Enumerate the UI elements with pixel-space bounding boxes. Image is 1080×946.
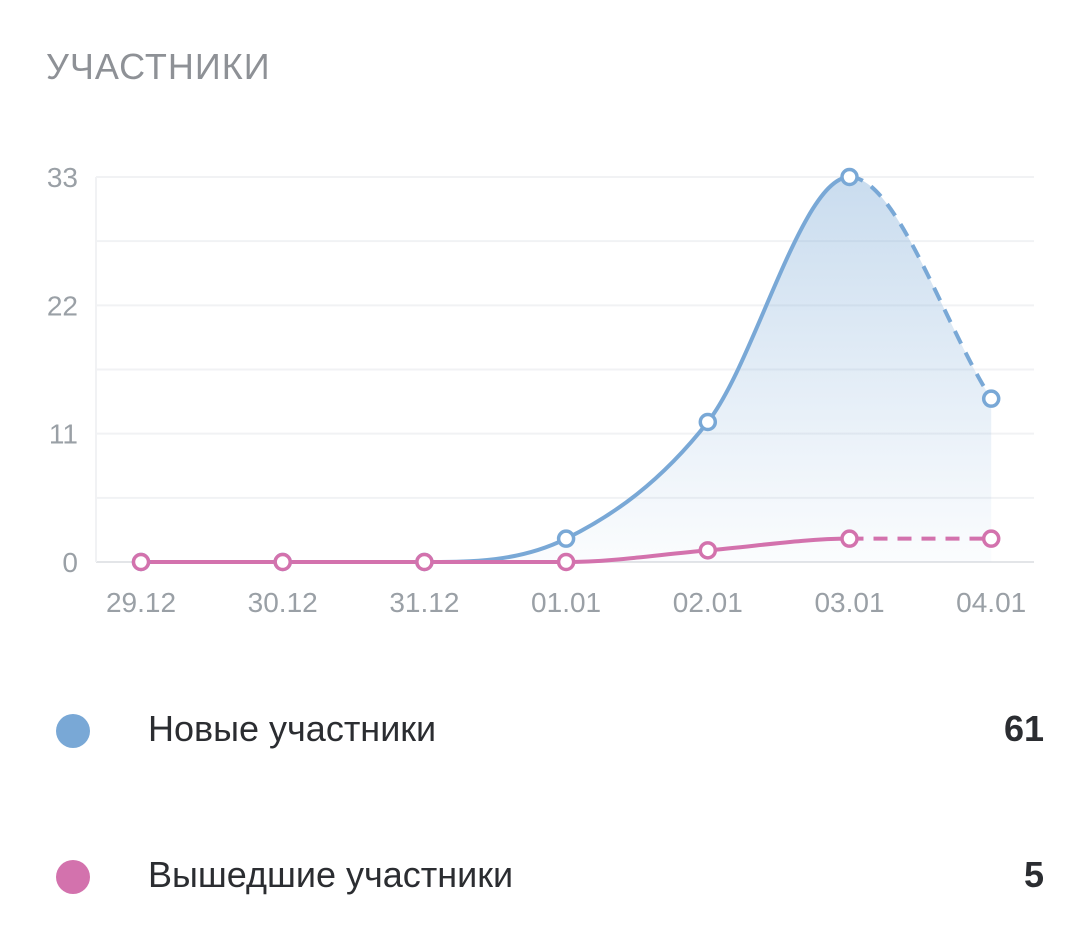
legend-item-left-members: Вышедшие участники 5: [0, 848, 1080, 908]
x-tick-label: 03.01: [814, 587, 884, 618]
legend-label: Новые участники: [148, 708, 437, 749]
legend-value: 61: [1003, 708, 1044, 749]
data-point: [415, 552, 434, 572]
data-point: [556, 552, 576, 572]
x-axis: 29.12 30.12 31.12 01.01 02.01 03.01 04.01: [106, 587, 1026, 618]
y-tick-label: 11: [49, 419, 78, 450]
x-tick-label: 29.12: [106, 587, 176, 618]
data-point: [840, 529, 859, 548]
series-area: [141, 177, 992, 562]
y-tick-label: 22: [47, 290, 78, 321]
data-point: [698, 412, 718, 432]
y-tick-label: 33: [47, 162, 78, 193]
data-point: [273, 552, 292, 572]
data-point: [981, 529, 1001, 548]
data-point: [981, 389, 1001, 408]
data-point: [556, 529, 576, 548]
y-axis: 0 11 22 33: [47, 162, 78, 578]
y-tick-label: 0: [62, 547, 78, 578]
x-tick-label: 01.01: [531, 587, 601, 618]
legend-label: Вышедшие участники: [148, 854, 514, 895]
data-point: [840, 167, 859, 187]
participants-line-chart: 0 11 22 33 29.12 30.12 31.12 01.01 02.01 03.01 04…: [47, 162, 1034, 618]
x-tick-label: 30.12: [248, 587, 318, 618]
series-line: [139, 536, 852, 565]
data-point: [698, 541, 718, 560]
series: [131, 167, 1001, 572]
legend-value: 5: [1023, 854, 1044, 895]
legend-dot-left-members: [56, 860, 90, 894]
legend-item-new-members: Новые участники 61: [0, 702, 1080, 762]
x-tick-label: 31.12: [389, 587, 459, 618]
x-tick-label: 02.01: [673, 587, 743, 618]
legend-dot-new-members: [56, 714, 90, 748]
page-title: УЧАСТНИКИ: [46, 46, 271, 87]
data-point: [131, 552, 151, 572]
x-tick-label: 04.01: [956, 587, 1026, 618]
